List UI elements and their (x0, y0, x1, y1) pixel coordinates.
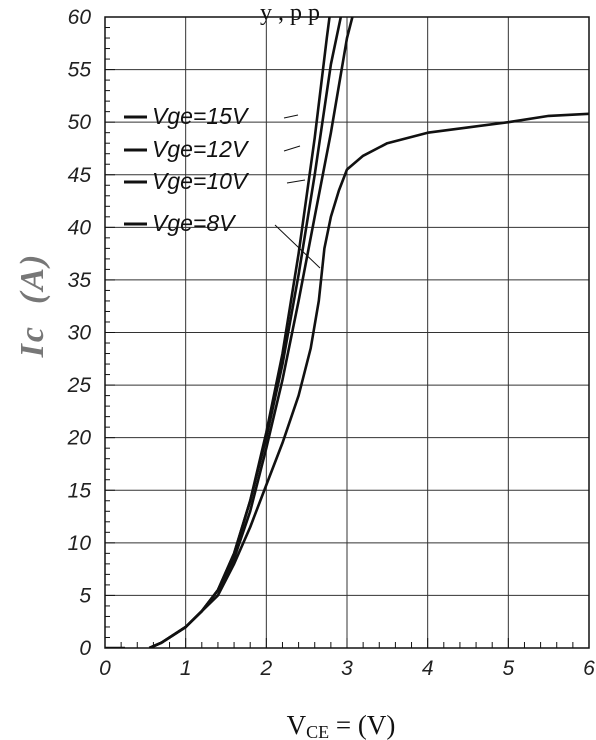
series-line (148, 112, 589, 648)
plot-frame (104, 16, 590, 649)
y-tick-labels: 0 5 10 15 20 25 30 35 40 45 50 55 60 (67, 6, 92, 660)
x-axis-label-rest: = (V) (329, 710, 395, 740)
x-tick-label: 5 (502, 657, 514, 680)
legend-leader-line (286, 179, 306, 184)
y-tick-label: 50 (68, 111, 92, 134)
x-tick-labels: 0 1 2 3 4 5 6 (99, 657, 595, 680)
x-tick-label: 2 (259, 657, 272, 680)
x-tick-label: 4 (422, 657, 434, 680)
x-tick-label: 0 (99, 657, 111, 680)
x-tick-label: 1 (180, 657, 192, 680)
legend-label: Vge=8V (152, 210, 237, 236)
y-tick-label: 0 (79, 637, 91, 660)
y-tick-label: 55 (68, 59, 92, 82)
legend-leader-line (283, 114, 299, 119)
y-axis-label: Ic (A) (14, 253, 51, 359)
y-tick-label: 60 (68, 6, 92, 29)
y-tick-label: 15 (68, 479, 92, 502)
x-axis-label-sub: CE (306, 722, 329, 740)
legend-label: Vge=12V (152, 136, 250, 162)
legend-label: Vge=10V (152, 168, 250, 194)
x-tick-label: 6 (583, 657, 595, 680)
y-tick-label: 25 (67, 374, 92, 397)
x-axis-label-main: V (287, 710, 307, 740)
y-tick-label: 10 (68, 532, 92, 555)
legend-leader-line (283, 145, 301, 152)
y-tick-label: 35 (68, 269, 92, 292)
grid (105, 17, 589, 648)
legend-leader-line (274, 224, 321, 269)
x-axis-label: VCE = (V) (287, 710, 396, 740)
y-tick-label: 40 (68, 216, 92, 239)
series-lines (105, 17, 589, 648)
y-tick-label: 30 (68, 322, 92, 345)
y-tick-label: 45 (68, 164, 92, 187)
chart-title-fragment: y , p p (260, 0, 320, 26)
x-tick-label: 3 (341, 657, 353, 680)
y-tick-label: 20 (67, 427, 92, 450)
legend-label: Vge=15V (152, 103, 250, 129)
y-tick-label: 5 (79, 584, 91, 607)
legend: Vge=15V Vge=12V Vge=10V Vge=8V (124, 103, 321, 269)
